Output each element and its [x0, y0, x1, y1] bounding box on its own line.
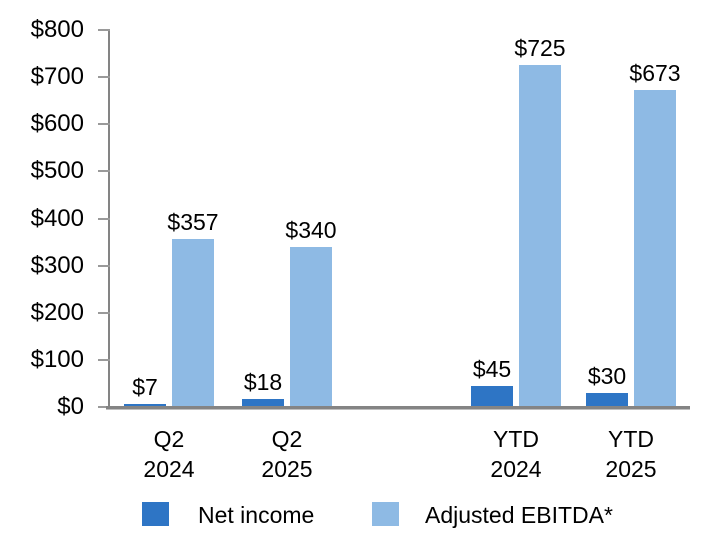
legend-label-net-income: Net income — [198, 502, 315, 528]
x-category-line2: 2024 — [490, 456, 542, 482]
bar-adjusted-ebitda — [172, 239, 214, 407]
x-category-line1: YTD — [607, 426, 654, 452]
y-axis-tick-label: $200 — [30, 298, 84, 326]
legend-label-adjusted-ebitda: Adjusted EBITDA* — [425, 502, 613, 528]
data-label-net-income: $45 — [472, 356, 512, 382]
bar-adjusted-ebitda — [519, 65, 561, 407]
data-label-adjusted-ebitda: $673 — [629, 60, 681, 86]
x-category-line1: Q2 — [153, 426, 185, 452]
x-category-line2: 2024 — [143, 456, 195, 482]
y-axis-tick — [98, 217, 110, 220]
y-axis-tick — [98, 76, 110, 79]
x-axis-line — [106, 406, 690, 410]
data-label-adjusted-ebitda: $725 — [514, 35, 566, 61]
x-category-label: YTD 2025 — [605, 424, 656, 484]
y-axis-tick — [98, 311, 110, 314]
bar-net-income — [586, 393, 628, 407]
y-axis-tick-label: $700 — [30, 63, 84, 91]
data-label-net-income: $30 — [587, 363, 627, 389]
x-category-line2: 2025 — [261, 456, 313, 482]
y-axis-tick — [98, 29, 110, 31]
legend-swatch-net-income — [142, 502, 169, 526]
y-axis-tick-label: $600 — [30, 110, 84, 138]
x-category-line1: YTD — [492, 426, 539, 452]
x-category-line1: Q2 — [271, 426, 303, 452]
x-category-label: Q2 2025 — [261, 424, 312, 484]
y-axis-tick-label: $100 — [30, 345, 84, 373]
y-axis-tick-label: $400 — [30, 204, 84, 232]
data-label-adjusted-ebitda: $357 — [167, 209, 219, 235]
y-axis-tick — [98, 264, 110, 267]
y-axis-tick — [98, 170, 110, 173]
y-axis-tick — [98, 358, 110, 361]
x-category-label: YTD 2024 — [490, 424, 541, 484]
bar-net-income — [242, 399, 284, 407]
y-axis-tick-label: $0 — [57, 393, 84, 420]
bar-adjusted-ebitda — [290, 247, 332, 407]
data-label-net-income: $18 — [243, 369, 283, 395]
y-axis-tick — [98, 123, 110, 126]
y-axis-tick-label: $800 — [30, 16, 84, 43]
data-label-adjusted-ebitda: $340 — [285, 217, 337, 243]
bar-adjusted-ebitda — [634, 90, 676, 407]
legend-swatch-adjusted-ebitda — [372, 502, 399, 526]
y-axis-tick-label: $500 — [30, 157, 84, 185]
bar-net-income — [471, 386, 513, 407]
y-axis-tick — [98, 406, 110, 408]
data-label-net-income: $7 — [132, 374, 158, 400]
x-category-line2: 2025 — [605, 456, 657, 482]
y-axis-tick-label: $300 — [30, 251, 84, 279]
x-category-label: Q2 2024 — [143, 424, 194, 484]
bar-net-income — [124, 404, 166, 407]
